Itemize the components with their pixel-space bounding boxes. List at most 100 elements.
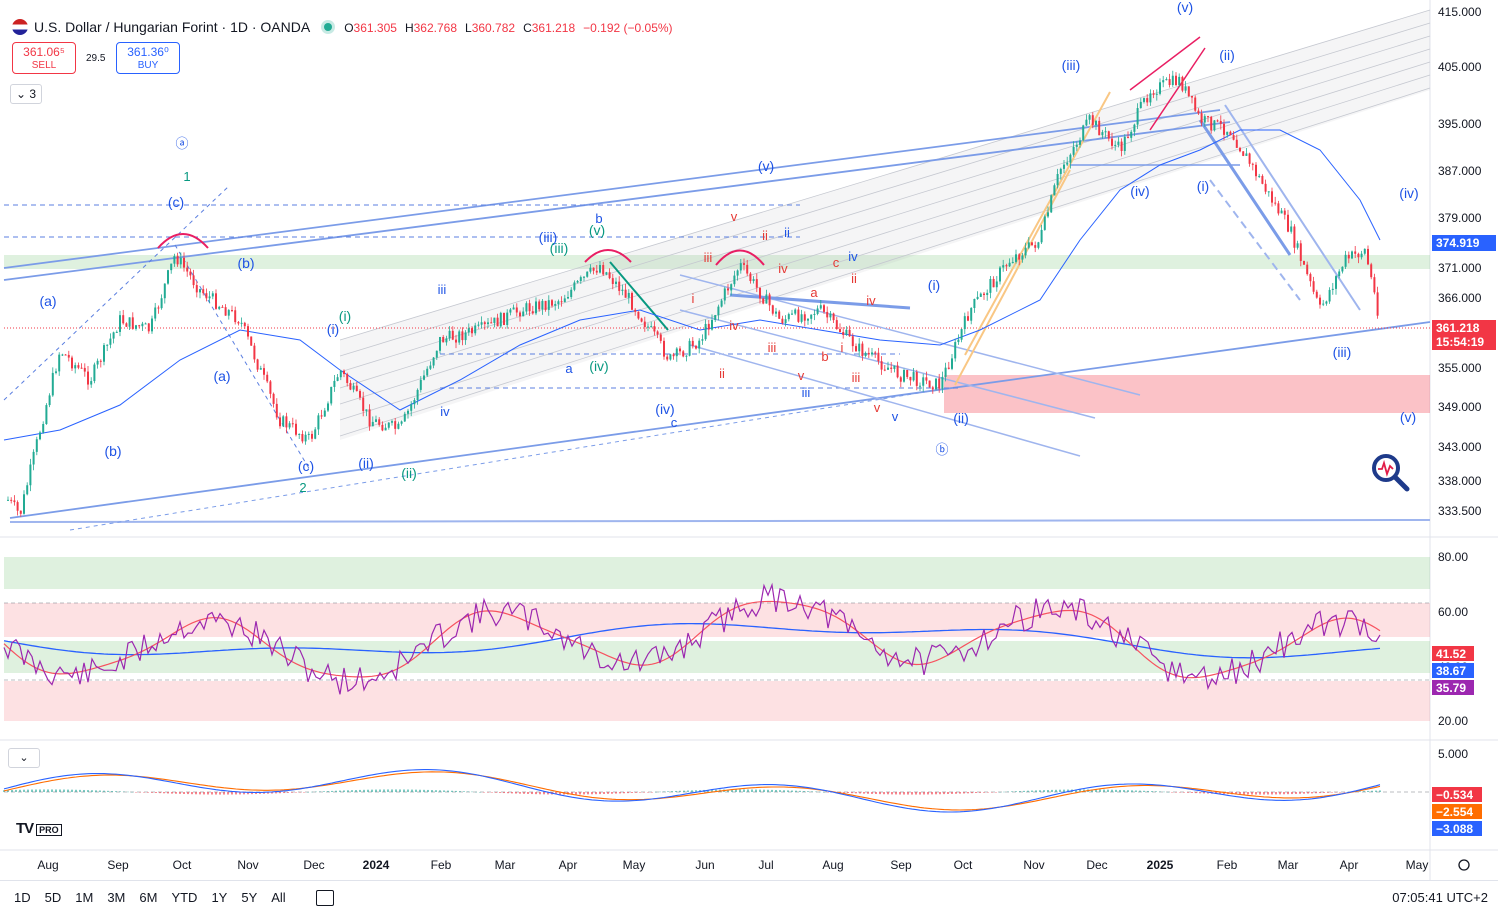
range-button-ytd[interactable]: YTD [171,890,198,905]
macd-histogram-bar [1255,792,1257,795]
candle-body [1002,265,1005,268]
clock[interactable]: 07:05:41 UTC+2 [1392,890,1488,905]
macd-histogram-bar [715,789,717,792]
candle-body [541,300,544,310]
macd-histogram-bar [919,792,921,795]
time-axis-tick: Jun [695,858,714,872]
macd-histogram-bar [1379,790,1381,792]
macd-histogram-bar [655,791,657,793]
candle-body [605,272,608,275]
macd-histogram-bar [1179,792,1181,793]
candle-body [1107,131,1110,139]
candle-body [845,329,848,335]
macd-histogram-bar [423,789,425,792]
candle-body [765,294,768,304]
candle-body [250,336,253,346]
candle-body [253,345,256,360]
macd-histogram-bar [995,792,997,793]
dashed-trend-line [174,244,311,471]
candle-body [675,348,678,357]
macd-histogram-bar [75,789,77,792]
rsi-axis-tick: 80.00 [1438,550,1468,564]
candle-body [1331,288,1334,290]
macd-histogram-bar [179,792,181,794]
candle-body [1085,119,1088,126]
candle-body [954,342,957,359]
range-button-6m[interactable]: 6M [139,890,158,905]
macd-histogram-bar [135,792,137,793]
range-button-5d[interactable]: 5D [44,890,62,905]
candle-body [755,279,758,288]
buy-button[interactable]: 361.36⁰ BUY [116,42,180,74]
macd-histogram-bar [671,791,673,792]
candle-body [1181,76,1184,91]
chart-area[interactable]: ⓐ 1 (c) (b) (a) (a) (b) (c) 2 (i) (i) (ii) (ii) iii (i… [0,0,1498,880]
market-open-status-icon [324,23,333,31]
candle-body [208,296,211,299]
bottom-toolbar: 1D 5D 1M 3M 6M YTD 1Y 5Y All 07:05:41 UTC+2 [0,880,1498,914]
candle-body [1299,243,1302,261]
macd-histogram-bar [519,792,521,794]
candle-body [1059,168,1062,175]
wave-label: i [692,291,695,306]
wave-label: b [595,211,602,226]
price-axis-tick: 333.500 [1438,504,1482,518]
macd-histogram-bar [595,792,597,795]
macd-histogram-bar [771,789,773,792]
time-axis-tick: Oct [954,858,973,872]
macd-histogram-bar [319,791,321,792]
candle-body [896,365,899,378]
candle-body [663,340,665,357]
wave-label: v [892,409,899,424]
candle-body [477,324,480,326]
candle-body [736,270,739,276]
candle-body [688,340,691,356]
indicators-toggle-button[interactable]: ⌄ 3 [10,84,42,104]
wave-label: (iv) [589,358,608,374]
wave-label: (iii) [1062,57,1081,73]
range-button-5y[interactable]: 5Y [241,890,258,905]
candle-body [1261,175,1264,184]
macd-histogram-bar [1119,789,1121,792]
candle-body [1341,266,1344,272]
range-button-all[interactable]: All [271,890,286,905]
range-button-1y[interactable]: 1Y [211,890,228,905]
macd-histogram-bar [535,792,537,795]
macd-histogram-bar [1067,789,1069,792]
candle-body [115,331,118,333]
macd-histogram-bar [1235,792,1237,795]
candle-body [746,264,749,274]
macd-histogram-bar [291,792,293,793]
candle-body [893,365,896,369]
sell-button[interactable]: 361.06⁵ SELL [12,42,76,74]
macd-histogram-bar [315,791,317,793]
moving-average-line [3,129,1381,441]
candle-body [1082,125,1085,141]
dashed-trend-line [3,184,231,401]
macd-histogram-bar [255,792,257,795]
macd-histogram-bar [1287,792,1289,795]
candle-body [1251,163,1254,165]
candle-body [151,318,153,332]
candle-body [515,307,518,313]
range-button-1m[interactable]: 1M [75,890,94,905]
range-button-3m[interactable]: 3M [107,890,126,905]
calendar-icon[interactable] [315,889,334,906]
zoom-magnifier-icon[interactable] [1370,452,1410,492]
top-arc [584,249,632,263]
macd-histogram-bar [1375,790,1377,792]
candle-body [1098,120,1101,136]
candle-body [960,329,963,340]
candle-body [1095,120,1097,126]
candle-body [1370,264,1373,278]
pane-collapse-button[interactable]: ⌄ [8,748,40,768]
symbol-title[interactable]: U.S. Dollar / Hungarian Forint · 1D · OA… [34,19,311,35]
candle-body [1139,101,1142,109]
candle-body [157,307,160,309]
macd-histogram-bar [1063,789,1065,792]
chart-canvas[interactable]: ⓐ1(c)(b)(a)(a)(b)(c)2(i)(i)(ii)(ii)iii(i… [0,0,1498,880]
candle-body [1293,226,1296,248]
range-button-1d[interactable]: 1D [14,890,31,905]
candle-body [1040,229,1043,243]
candle-body [362,397,365,412]
